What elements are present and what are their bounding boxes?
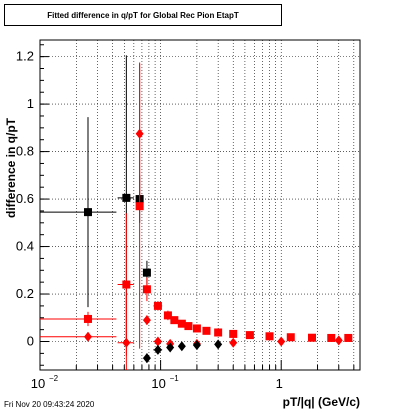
y-tick-label: 0 bbox=[27, 334, 34, 349]
data-point-diamond bbox=[166, 342, 175, 353]
x-tick-label: 10 bbox=[31, 376, 45, 391]
y-tick-label: 0.4 bbox=[16, 239, 34, 254]
data-point-square bbox=[83, 208, 92, 217]
chart-title-box: Fitted difference in q/pT for Global Rec… bbox=[4, 4, 282, 26]
data-point-diamond bbox=[214, 339, 223, 350]
data-point-diamond bbox=[177, 341, 186, 352]
data-point-diamond bbox=[153, 344, 162, 355]
y-tick-label: 0.2 bbox=[16, 286, 34, 301]
data-point-diamond bbox=[142, 315, 151, 326]
data-point-square bbox=[142, 268, 151, 277]
data-point-square bbox=[170, 316, 179, 325]
x-axis-label: pT/|q| (GeV/c) bbox=[282, 395, 360, 409]
data-point-diamond bbox=[122, 337, 131, 348]
data-point-square bbox=[184, 322, 193, 331]
x-tick-label: 10 bbox=[151, 376, 165, 391]
data-point-square bbox=[265, 332, 274, 341]
x-tick-label: 1 bbox=[276, 376, 283, 391]
data-point-square bbox=[327, 333, 336, 342]
data-point-diamond bbox=[229, 337, 238, 348]
chart-title: Fitted difference in q/pT for Global Rec… bbox=[47, 11, 239, 20]
data-point-square bbox=[122, 280, 131, 289]
data-point-diamond bbox=[277, 336, 286, 347]
data-point-square bbox=[177, 319, 186, 328]
data-point-square bbox=[83, 314, 92, 323]
x-tick-exponent: −2 bbox=[49, 374, 59, 383]
data-point-square bbox=[344, 333, 353, 342]
y-axis-label: difference in q/pT bbox=[4, 117, 18, 218]
data-point-square bbox=[308, 333, 317, 342]
data-point-square bbox=[214, 328, 223, 337]
data-point-square bbox=[286, 333, 295, 342]
data-point-square bbox=[135, 202, 144, 211]
timestamp: Fri Nov 20 09:43:24 2020 bbox=[4, 400, 95, 409]
data-point-diamond bbox=[153, 336, 162, 347]
data-point-square bbox=[153, 301, 162, 310]
data-point-diamond bbox=[192, 340, 201, 351]
x-tick-exponent: −1 bbox=[170, 374, 180, 383]
y-tick-label: 1 bbox=[27, 96, 34, 111]
data-point-square bbox=[142, 285, 151, 294]
plot-frame bbox=[39, 39, 361, 371]
data-point-square bbox=[122, 193, 131, 202]
data-point-diamond bbox=[142, 353, 151, 364]
data-point-diamond bbox=[83, 331, 92, 342]
data-point-square bbox=[245, 331, 254, 340]
data-point-square bbox=[192, 324, 201, 333]
data-point-square bbox=[202, 326, 211, 335]
data-point-square bbox=[163, 311, 172, 320]
data-point-diamond bbox=[334, 335, 343, 346]
data-point-diamond bbox=[135, 128, 144, 139]
y-tick-label: 1.2 bbox=[16, 49, 34, 64]
y-tick-label: 0.6 bbox=[16, 191, 34, 206]
data-point-square bbox=[229, 329, 238, 338]
y-tick-label: 0.8 bbox=[16, 144, 34, 159]
